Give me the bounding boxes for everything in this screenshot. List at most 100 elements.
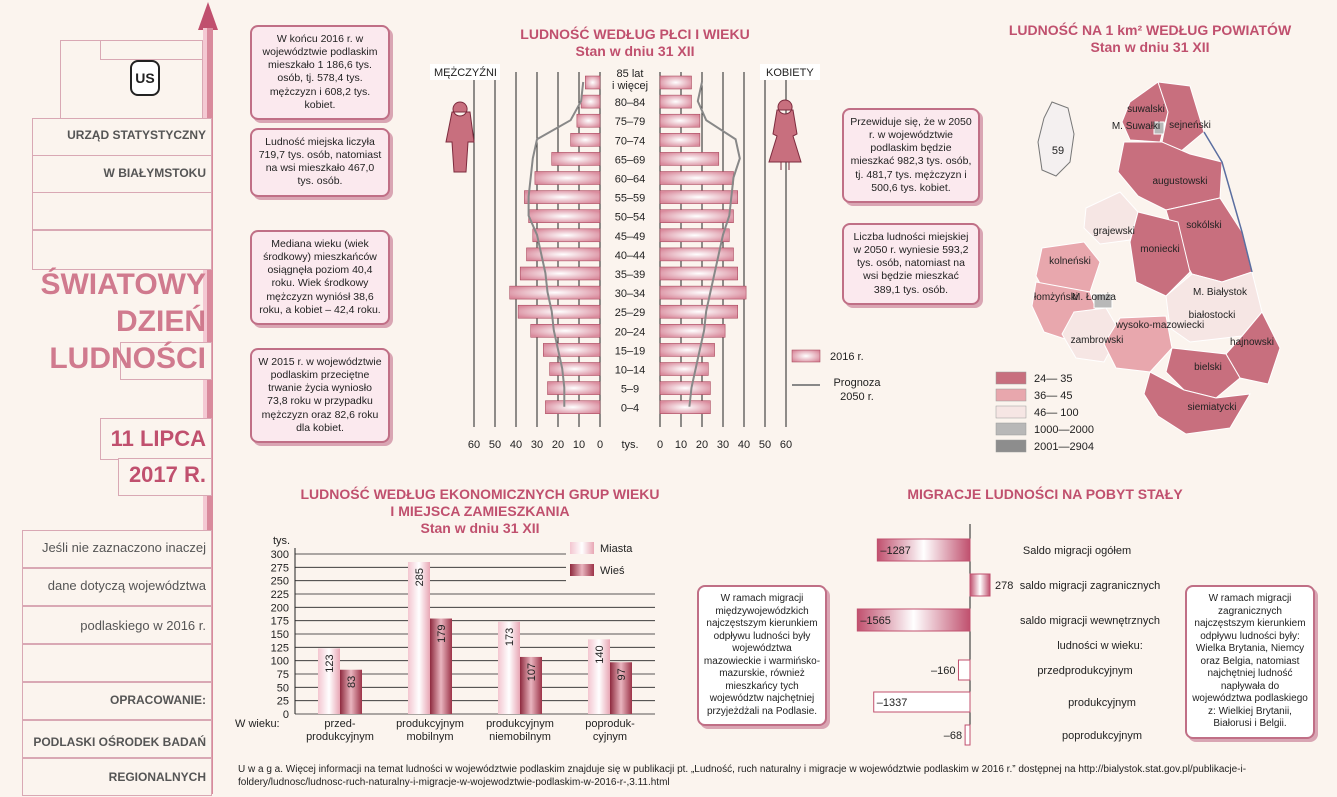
data-label-wies: 97	[616, 668, 628, 680]
category-label: cyjnym	[593, 731, 627, 743]
legend-label-wies: Wieś	[600, 565, 625, 577]
bar-female	[659, 381, 711, 395]
legend-swatch	[995, 439, 1027, 453]
region-label: M. Białystok	[1193, 287, 1248, 298]
inset-value: 59	[1052, 145, 1064, 157]
category-label: saldo migracji zagranicznych	[1020, 580, 1161, 592]
prepared-line1: PODLASKI OŚRODEK BADAŃ	[33, 735, 206, 749]
bar-miasta	[408, 562, 430, 714]
bar-male	[517, 304, 601, 319]
y-tick-label: 75	[277, 669, 289, 681]
data-label-wies: 107	[526, 663, 538, 681]
migration-bar	[957, 659, 971, 681]
bar-female	[659, 133, 701, 147]
map-region	[1083, 191, 1139, 245]
age-label: i więcej	[612, 80, 648, 92]
category-label: produkcyjnym	[486, 718, 554, 730]
bar-female	[659, 94, 692, 109]
legend-swatch	[995, 388, 1027, 402]
region-label: sokólski	[1186, 220, 1222, 231]
legend-swatch-2016	[791, 349, 821, 363]
bar-male	[545, 400, 601, 414]
y-tick-label: 225	[271, 589, 289, 601]
bar-male	[585, 75, 601, 90]
male-label: MĘŻCZYŹNI	[434, 66, 497, 79]
office-line2: W BIAŁYMSTOKU	[103, 166, 206, 180]
region-label: sejneński	[1169, 120, 1211, 131]
migration-title: MIGRACJE LUDNOŚCI NA POBYT STAŁY	[907, 486, 1183, 502]
region-label: suwalski	[1127, 104, 1165, 115]
bar-wies	[430, 618, 452, 714]
age-label: 45–49	[615, 231, 646, 243]
x-tick-label: 30	[717, 439, 729, 451]
category-label: Saldo migracji ogółem	[1023, 545, 1131, 557]
age-label: 20–24	[615, 326, 646, 338]
x-tick-label: 10	[675, 439, 687, 451]
x-tick-label: 60	[468, 439, 480, 451]
category-label: przed-	[324, 718, 356, 730]
legend-label: 46— 100	[1034, 407, 1079, 419]
bar-male	[519, 266, 601, 281]
x-tick-label: 0	[597, 439, 603, 451]
bar-female	[659, 209, 734, 223]
age-label: 70–74	[615, 135, 646, 147]
region-label: łomżyński	[1034, 292, 1078, 303]
x-tick-label: 40	[738, 439, 750, 451]
category-label: produkcyjnym	[396, 718, 464, 730]
info-box-6: Liczba ludności miejskiej w 2050 r. wyni…	[842, 223, 980, 305]
y-tick-label: 250	[271, 576, 289, 588]
event-line2: DZIEŃ	[116, 305, 206, 338]
border-line	[1203, 131, 1253, 273]
x-tick-label: 50	[759, 439, 771, 451]
bar-male	[526, 247, 601, 262]
region-label: M. Suwałki	[1112, 121, 1160, 132]
y-tick-label: 175	[271, 616, 289, 628]
bar-male	[509, 285, 601, 300]
x-tick-label: 30	[531, 439, 543, 451]
woman-icon	[768, 99, 802, 170]
region-label: grajewski	[1093, 226, 1135, 237]
info-box-1: W końcu 2016 r. w województwie podlaskim…	[250, 25, 390, 120]
data-label: –160	[931, 665, 955, 677]
label-bg	[760, 64, 820, 80]
bar-female	[659, 152, 720, 166]
region-label: białostocki	[1189, 310, 1236, 321]
bar-male	[530, 324, 601, 338]
legend-label: 2001—2904	[1034, 441, 1094, 453]
y-tick-label: 125	[271, 642, 289, 654]
region-label: wysoko-mazowiecki	[1115, 320, 1204, 331]
bar-female	[659, 113, 701, 128]
pyramid-title: LUDNOŚĆ WEDŁUG PŁCI I WIEKU Stan w dniu …	[520, 26, 750, 59]
info-box-3: Mediana wieku (wiek środkowy) mieszkańcó…	[250, 230, 390, 325]
legend-label: 24— 35	[1034, 373, 1073, 385]
event-line3: LUDNOŚCI	[49, 342, 206, 375]
bar-female	[659, 324, 726, 338]
x-tick-label: 0	[657, 439, 663, 451]
age-label: 0–4	[621, 403, 639, 415]
note-line3: podlaskiego w 2016 r.	[80, 618, 206, 633]
map-region	[1143, 371, 1251, 435]
bar-female	[659, 247, 734, 262]
legend-swatch	[995, 422, 1027, 436]
bar-female	[659, 400, 711, 414]
date-line1: 11 LIPCA	[110, 426, 206, 451]
data-label: –1565	[860, 615, 891, 627]
age-label: 85 lat	[617, 68, 644, 80]
sidebar-frame	[198, 2, 218, 794]
migration-bar	[876, 538, 971, 562]
office-line1: URZĄD STATYSTYCZNY	[67, 128, 206, 142]
bar-male	[547, 381, 601, 395]
logo: US	[130, 60, 160, 96]
legend-label: 36— 45	[1034, 390, 1073, 402]
bar-miasta	[318, 648, 340, 714]
region-label: moniecki	[1140, 244, 1179, 255]
data-label-miasta: 140	[594, 645, 606, 663]
bar-female	[659, 362, 709, 376]
migration-bar	[856, 608, 971, 632]
legend-label-2016: 2016 r.	[830, 351, 864, 363]
age-label: 50–54	[615, 212, 646, 224]
age-label: 5–9	[621, 384, 639, 396]
age-label: 60–64	[615, 174, 646, 186]
group-label: ludności w wieku:	[1057, 640, 1143, 652]
